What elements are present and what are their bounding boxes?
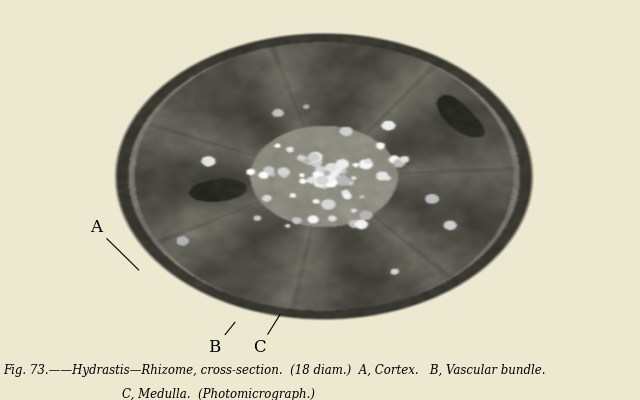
Text: C: C [253,314,280,356]
Text: B: B [208,322,235,356]
Text: C, Medulla.  (Photomicrograph.): C, Medulla. (Photomicrograph.) [122,388,315,400]
Text: Fig. 73.——Hydrastis—Rhizome, cross-section.  (18 diam.)  A, Cortex.   B, Vascula: Fig. 73.——Hydrastis—Rhizome, cross-secti… [3,364,546,377]
Text: A: A [90,220,139,270]
